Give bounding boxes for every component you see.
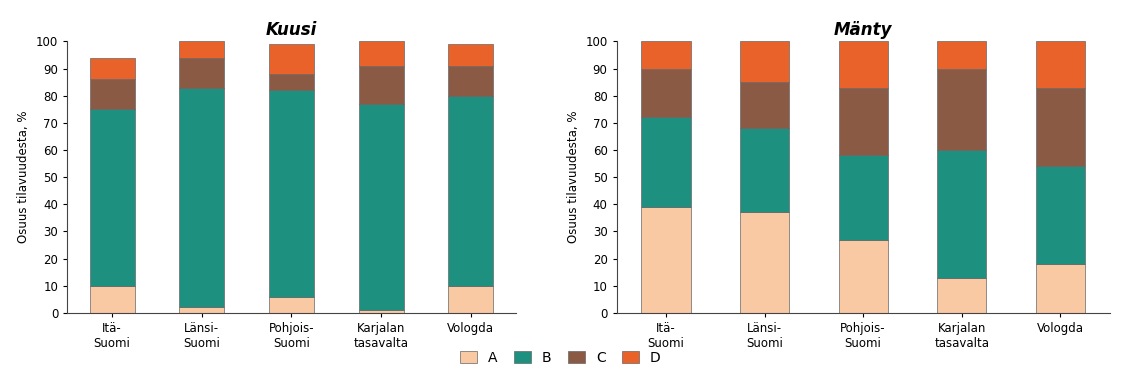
Y-axis label: Osuus tilavuudesta, %: Osuus tilavuudesta, % (567, 111, 580, 244)
Bar (839, 240, 888, 313)
Bar (359, 66, 404, 104)
Bar (448, 96, 493, 286)
Bar (937, 41, 986, 69)
Bar (269, 74, 314, 90)
Bar (90, 58, 135, 80)
Bar (937, 69, 986, 150)
Bar (641, 118, 691, 207)
Bar (269, 44, 314, 74)
Title: Kuusi: Kuusi (266, 20, 317, 38)
Bar (740, 213, 789, 313)
Bar (359, 310, 404, 313)
Bar (179, 87, 224, 308)
Bar (839, 41, 888, 87)
Bar (90, 80, 135, 109)
Bar (937, 277, 986, 313)
Bar (269, 90, 314, 297)
Bar (179, 41, 224, 58)
Bar (1036, 264, 1085, 313)
Bar (740, 41, 789, 82)
Bar (641, 207, 691, 313)
Bar (839, 155, 888, 240)
Bar (448, 44, 493, 66)
Bar (1036, 166, 1085, 264)
Bar (359, 104, 404, 310)
Legend: A, B, C, D: A, B, C, D (455, 345, 666, 370)
Bar (641, 69, 691, 118)
Bar (641, 41, 691, 69)
Bar (179, 58, 224, 87)
Bar (269, 297, 314, 313)
Bar (179, 308, 224, 313)
Bar (740, 128, 789, 213)
Bar (359, 41, 404, 66)
Bar (1036, 87, 1085, 166)
Y-axis label: Osuus tilavuudesta, %: Osuus tilavuudesta, % (18, 111, 30, 244)
Bar (448, 286, 493, 313)
Bar (937, 150, 986, 277)
Bar (90, 286, 135, 313)
Bar (90, 109, 135, 286)
Bar (740, 82, 789, 128)
Bar (1036, 41, 1085, 87)
Title: Mänty: Mänty (834, 20, 892, 38)
Bar (448, 66, 493, 96)
Bar (839, 87, 888, 155)
